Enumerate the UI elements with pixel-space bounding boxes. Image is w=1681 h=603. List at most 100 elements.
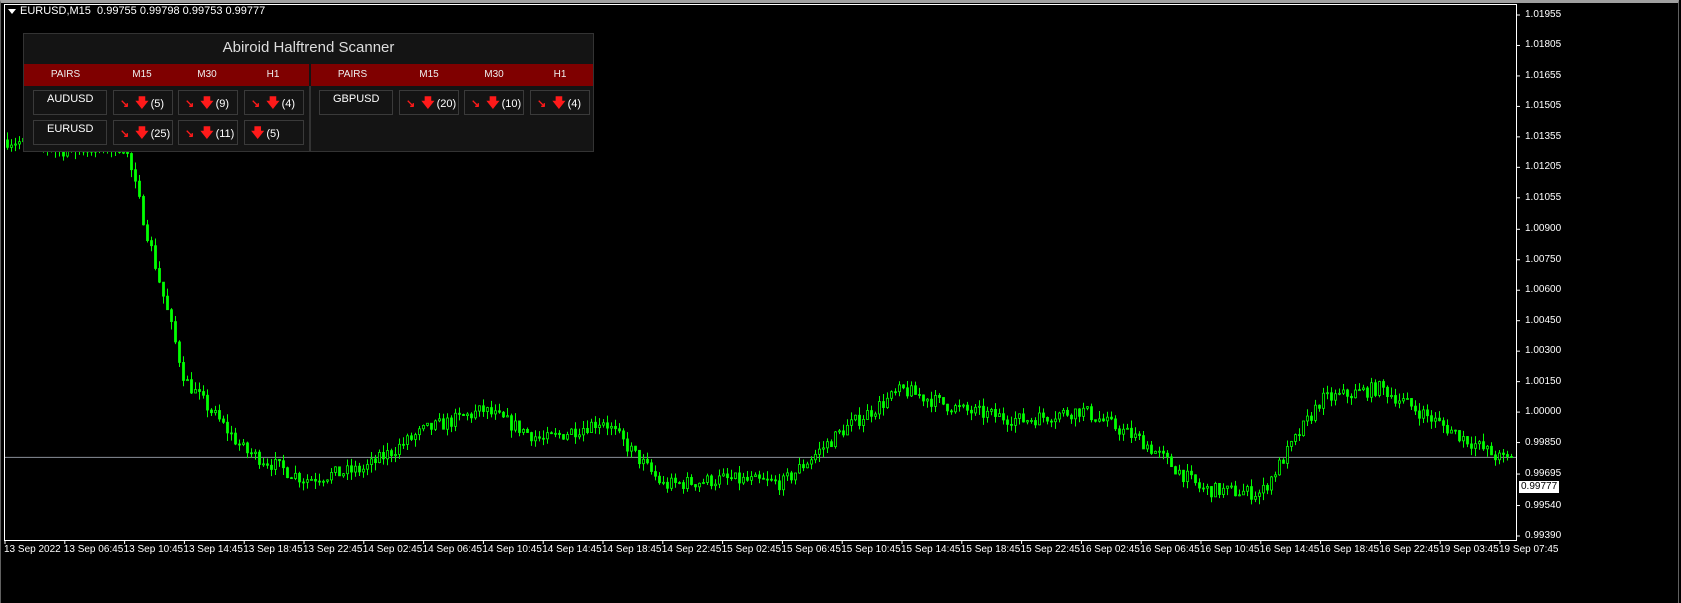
candle — [450, 415, 453, 433]
candle-body — [930, 398, 933, 407]
candle-body — [1402, 398, 1405, 402]
signal-cell[interactable]: ↘ 🡇 (11) — [178, 120, 238, 145]
candle — [646, 452, 649, 465]
candle-body — [910, 385, 913, 397]
candle — [182, 356, 185, 387]
price-tick-label: 1.01355 — [1525, 130, 1562, 142]
pair-cell[interactable]: EURUSD — [33, 120, 107, 145]
candle-body — [934, 395, 937, 407]
signal-cell[interactable]: ↘ 🡇 (4) — [244, 90, 304, 115]
candle — [746, 471, 749, 482]
candle — [142, 194, 145, 226]
candle-body — [622, 430, 625, 440]
candle — [358, 462, 361, 476]
candle-body — [1326, 392, 1329, 395]
signal-cell[interactable]: 🡇 (5) — [244, 120, 304, 145]
candle-body — [374, 458, 377, 464]
candle — [362, 464, 365, 478]
candle — [1442, 417, 1445, 434]
arrow-down-icon: 🡇 — [251, 125, 265, 140]
candle — [950, 409, 953, 415]
candle-body — [526, 428, 529, 433]
signal-cell[interactable]: ↘ 🡇 (10) — [464, 90, 524, 115]
candle — [158, 261, 161, 284]
arrow-down-right-icon: ↘ — [185, 98, 195, 110]
candle — [1150, 441, 1153, 455]
candle-body — [634, 445, 637, 451]
candle — [850, 412, 853, 432]
candle-body — [202, 391, 205, 396]
column-header-m30: M30 — [197, 69, 217, 80]
candle-body — [1210, 486, 1213, 498]
candle-body — [530, 432, 533, 442]
time-tick-label: 13 Sep 2022 — [4, 544, 61, 555]
signal-cell[interactable]: ↘ 🡇 (5) — [113, 90, 173, 115]
candle-body — [1142, 435, 1145, 450]
candle — [266, 458, 269, 469]
candle — [1142, 431, 1145, 450]
time-tick-label: 14 Sep 22:45 — [661, 544, 722, 555]
candle — [1002, 407, 1005, 425]
candle — [1422, 405, 1425, 424]
candle-body — [598, 424, 601, 428]
candle — [338, 466, 341, 477]
candle-body — [446, 417, 449, 430]
column-header-h1: H1 — [266, 69, 280, 80]
candle — [1382, 379, 1385, 395]
candle-body — [806, 463, 809, 469]
candle-body — [1218, 483, 1221, 495]
candle — [922, 394, 925, 407]
candle — [1386, 385, 1389, 404]
chart-plot-area[interactable] — [4, 4, 1517, 541]
arrow-down-right-icon: ↘ — [537, 98, 547, 110]
candle-body — [454, 412, 457, 427]
candle — [554, 428, 557, 438]
signal-cell[interactable]: ↘ 🡇 (25) — [113, 120, 173, 145]
candle-body — [150, 240, 153, 247]
candle — [882, 393, 885, 416]
candle — [978, 400, 981, 415]
arrow-down-icon: 🡇 — [135, 95, 149, 110]
candle-body — [1034, 420, 1037, 426]
candle-body — [354, 465, 357, 473]
time-tick-label: 15 Sep 18:45 — [960, 544, 1021, 555]
price-tick-label: 1.00300 — [1525, 345, 1562, 357]
candle — [1146, 441, 1149, 453]
candle-body — [1002, 413, 1005, 421]
candle — [186, 375, 189, 382]
candle-body — [1138, 433, 1141, 436]
candle — [1214, 481, 1217, 498]
candle-body — [1410, 398, 1413, 407]
candle-body — [378, 452, 381, 464]
candle — [474, 404, 477, 420]
price-tick-label: 1.01055 — [1525, 191, 1562, 203]
pair-cell[interactable]: GBPUSD — [319, 90, 393, 115]
candle — [1178, 464, 1181, 476]
candle — [322, 479, 325, 487]
candle-body — [426, 422, 429, 426]
candle-body — [1346, 389, 1349, 397]
dropdown-triangle-icon[interactable] — [8, 8, 16, 14]
candle — [334, 466, 337, 476]
candle — [938, 393, 941, 403]
signal-cell[interactable]: ↘ 🡇 (20) — [399, 90, 459, 115]
candle-body — [1234, 485, 1237, 497]
candle-body — [574, 428, 577, 438]
candle-body — [862, 419, 865, 426]
signal-count: (4) — [567, 98, 582, 110]
time-tick-label: 16 Sep 10:45 — [1200, 544, 1260, 555]
signal-cell[interactable]: ↘ 🡇 (9) — [178, 90, 238, 115]
arrow-down-right-icon: ↘ — [251, 98, 261, 110]
candle — [578, 428, 581, 440]
candle-body — [902, 384, 905, 389]
candle-body — [974, 406, 977, 414]
pair-cell[interactable]: AUDUSD — [33, 90, 107, 115]
candle-body — [1302, 420, 1305, 437]
candle-body — [562, 434, 565, 440]
candle-body — [1070, 414, 1073, 420]
candle — [846, 419, 849, 436]
time-tick-label: 15 Sep 06:45 — [781, 544, 841, 555]
signal-cell[interactable]: ↘ 🡇 (4) — [530, 90, 590, 115]
candle-body — [798, 464, 801, 474]
candle-body — [1294, 434, 1297, 442]
